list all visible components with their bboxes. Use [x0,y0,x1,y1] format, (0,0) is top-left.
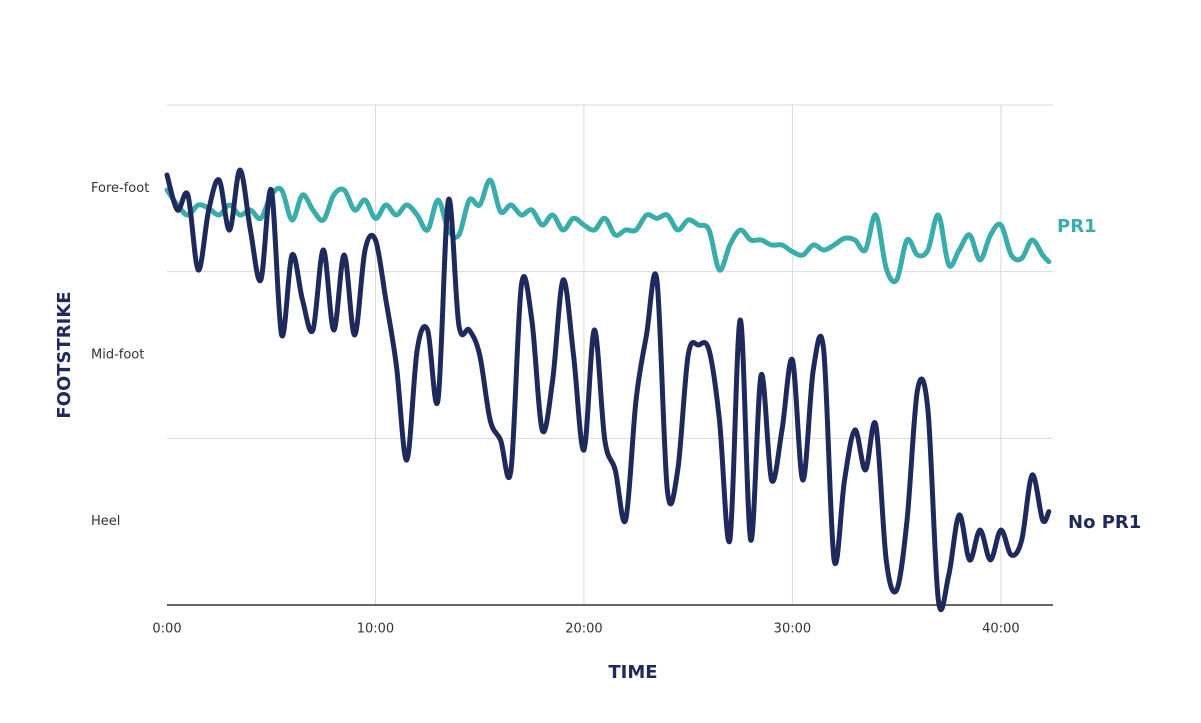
x-tick-label: 30:00 [774,622,811,637]
x-axis-title: TIME [608,662,657,683]
x-tick-label: 40:00 [982,622,1019,637]
series-label: PR1 [1057,216,1097,237]
y-axis-title: FOOTSTRIKE [54,291,75,418]
series-label: No PR1 [1068,512,1141,533]
series-line [164,177,1052,285]
x-tick-label: 0:00 [152,622,181,637]
x-tick-label: 20:00 [565,622,602,637]
series-line [164,167,1052,613]
y-tick-label: Heel [91,514,120,529]
x-tick-label: 10:00 [357,622,394,637]
y-tick-label: Fore-foot [91,181,149,196]
y-tick-label: Mid-foot [91,348,144,363]
